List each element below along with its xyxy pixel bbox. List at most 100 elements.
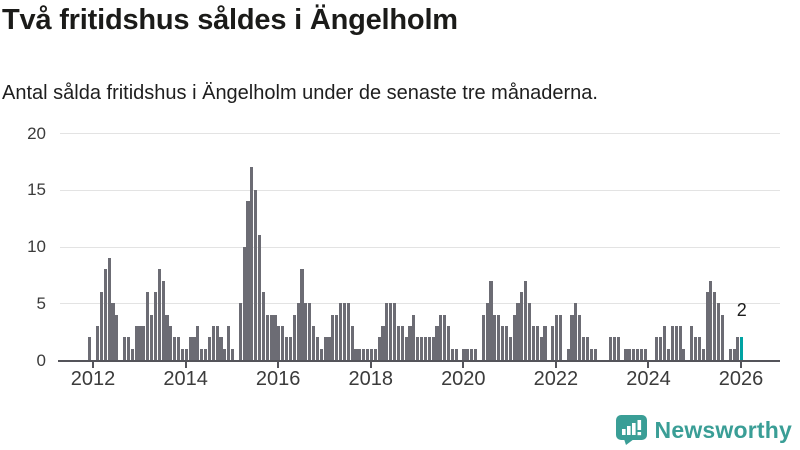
bar [543,325,547,360]
bar [713,291,717,360]
bar [400,325,404,360]
x-axis-tick-label: 2024 [626,368,671,390]
bar [524,280,528,360]
bar [570,314,574,360]
bar [142,325,146,360]
bar [520,291,524,360]
bar [250,167,254,360]
bar [123,337,127,360]
bar [470,348,474,360]
y-axis-tick-label: 0 [36,350,46,370]
bar [107,257,111,360]
bar [693,337,698,360]
x-axis-tick-label: 2020 [441,368,486,390]
bar [427,337,431,360]
bar [501,325,505,360]
bar [339,303,343,360]
x-axis-tick [740,362,743,368]
gridline-y5 [60,303,780,305]
bar [728,348,732,360]
bar [161,280,165,360]
x-axis-tick-label: 2026 [718,368,764,390]
bar [474,348,478,360]
x-axis-tick [462,362,465,368]
bar [153,291,157,360]
bar [173,337,177,360]
bar [636,348,640,360]
bar [219,337,223,360]
x-axis-tick-label: 2022 [533,368,579,390]
bar [609,337,613,360]
x-axis-tick-label: 2014 [163,368,208,390]
x-axis-line [58,360,780,362]
bar [582,337,586,360]
bar [327,337,331,360]
bar [331,314,335,360]
bar [381,325,385,360]
x-axis-tick-label: 2016 [255,368,301,390]
bar [265,314,269,360]
bar [231,348,235,360]
bar [439,314,443,360]
bar [288,337,292,360]
bar [358,348,362,360]
bar [535,325,539,360]
bar [296,303,300,360]
bar [666,348,670,360]
bar [88,337,92,360]
bar [516,303,520,360]
bar [508,337,512,360]
x-axis-tick-label: 2012 [70,368,116,390]
bar [690,325,694,360]
bar [96,325,100,360]
bar [512,314,516,360]
bar [674,325,678,360]
bar [377,337,381,360]
bar [643,348,647,360]
x-axis-tick [92,362,94,368]
bar [362,348,366,360]
bar [396,325,400,360]
bar [612,337,616,360]
bar [659,337,663,360]
bar [146,291,150,360]
bar [655,337,659,360]
bar [593,348,597,360]
bar [423,337,427,360]
bar [709,280,713,360]
bar [323,337,327,360]
bar [717,303,721,360]
bar [150,314,154,360]
bar [416,337,420,360]
bar [207,337,211,360]
bar [196,325,200,360]
bar [682,348,686,360]
bar [342,303,346,360]
bar [138,325,142,360]
bar [157,269,161,360]
bar [732,348,736,360]
bar [462,348,466,360]
bar [373,348,377,360]
gridline-y15 [60,189,780,191]
bar [616,337,620,360]
newsworthy-logo: Newsworthy [615,413,792,447]
bar [246,201,250,360]
bar [204,348,208,360]
value-annotation: 2 [736,300,747,320]
bar [404,337,408,360]
bar [308,303,312,360]
bar [447,325,451,360]
bar [99,291,103,360]
bar [215,325,219,360]
bar [639,348,643,360]
bar [628,348,632,360]
x-axis-tick [184,362,187,368]
bar [504,325,508,360]
bar [705,291,709,360]
bar [254,189,258,360]
x-axis-tick [554,362,557,368]
bar [485,303,489,360]
bar [736,337,740,360]
y-axis-tick-label: 5 [36,293,46,313]
